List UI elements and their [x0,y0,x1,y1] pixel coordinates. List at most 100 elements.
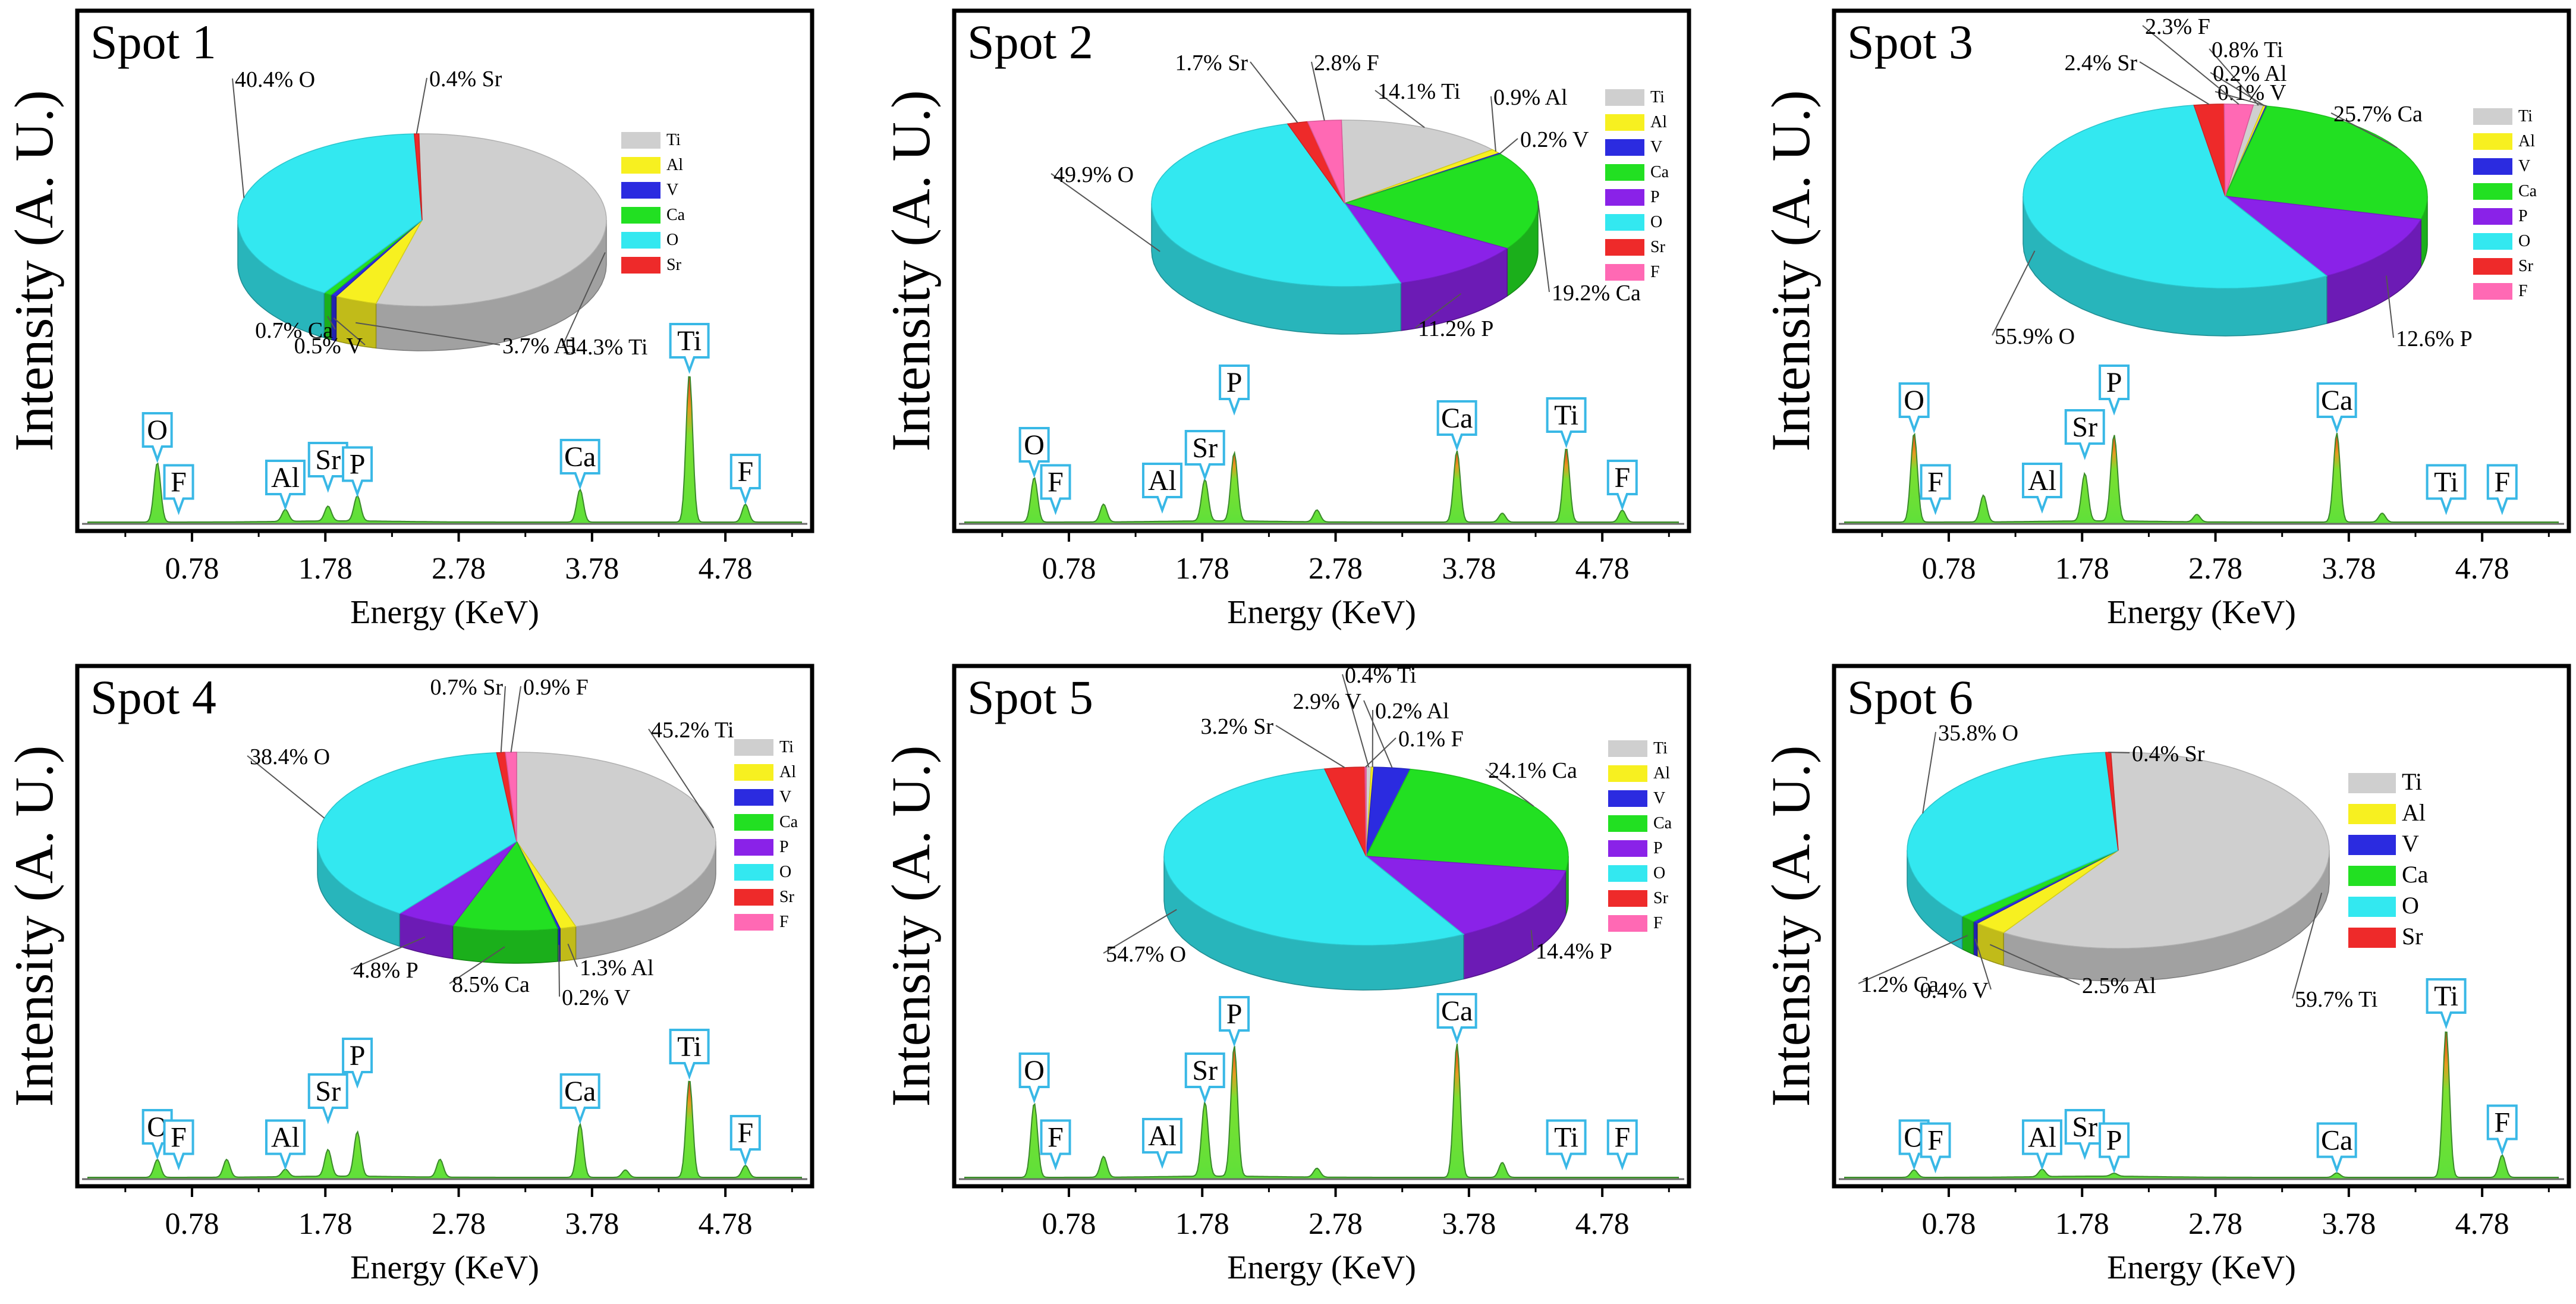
peak-label: Sr [1192,432,1218,464]
legend-label: Sr [1650,238,1666,256]
legend-swatch [1608,915,1647,932]
peak-callout-box [1546,397,1587,448]
spectrum-trace [1844,1031,2559,1180]
peak-label: Ca [2321,1125,2352,1157]
pie-leader-line [648,728,715,829]
spectrum-trace [1844,432,2559,524]
legend-swatch [2473,108,2512,125]
spot-title: Spot 3 [1847,15,1973,69]
x-tick-label: 4.78 [2455,1207,2509,1241]
legend-label: P [2518,207,2528,225]
legend-label: F [1650,263,1660,281]
peak-label: Ca [1441,403,1473,434]
pie-leader-line [1103,909,1177,954]
pie-slice-label: 4.8% P [353,958,419,983]
x-axis-label: Energy (KeV) [2107,1249,2296,1286]
peak-callout-box [1040,464,1071,516]
peak-label: O [1024,1055,1045,1086]
legend-swatch [2473,258,2512,275]
peak-callout-box [1606,1119,1638,1171]
peak-callout-box [2316,1122,2357,1174]
legend-swatch [1608,740,1647,757]
legend-label: Al [1653,764,1670,783]
peak-callout: P [2099,1122,2130,1174]
peak-callout-box [1546,1119,1587,1171]
peak-label: Ca [1441,995,1473,1027]
peak-label: Ti [1554,1122,1578,1154]
legend-label: Sr [2518,257,2534,275]
peak-label: F [2494,1107,2510,1139]
x-tick-label: 4.78 [699,552,753,586]
legend-label: V [666,181,678,199]
legend-swatch [621,207,660,224]
pie-slice-label: 35.8% O [1938,721,2018,746]
x-tick-label: 0.78 [165,552,219,586]
pie-leader-line [510,686,521,753]
peak-callout: F [1040,1119,1071,1171]
x-tick-label: 4.78 [1575,552,1630,586]
pie-slice-label: 54.3% Ti [565,335,647,360]
pie-slice-label: 19.2% Ca [1552,281,1641,306]
peak-callout: F [163,464,194,516]
legend-label: O [779,863,791,881]
legend-label: V [2402,830,2419,857]
pie-leader-line [1974,938,1992,990]
pie-slice [1151,123,1402,287]
peak-callout: F [1606,1119,1638,1171]
x-tick-label: 0.78 [1921,552,1976,586]
pie-leader-line [356,322,501,345]
peak-callout: O [1018,1052,1050,1104]
peak-callout-box [559,439,600,490]
x-tick-label: 1.78 [2055,552,2109,586]
peak-callout-box [2486,1104,2518,1156]
peak-callout-box [1920,1122,1951,1174]
legend-swatch [2473,133,2512,150]
peak-label: Al [2028,1122,2056,1154]
legend-swatch [734,889,773,906]
pie-leader-line [247,755,325,819]
peak-callout-box [1606,460,1638,511]
legend-label: O [2402,892,2419,919]
legend-swatch [2473,233,2512,250]
legend-label: P [1650,188,1660,206]
peak-label: F [2494,467,2510,498]
spot-panel: Intensity (A. U.) Energy (KeV) Spot 3 0.78 1… [1760,8,2571,631]
pie-slice [1907,752,2119,917]
x-tick-label: 4.78 [1575,1207,1630,1241]
x-tick-label: 4.78 [2455,552,2509,586]
pie-slice [398,841,517,926]
peak-callout-box [1219,996,1250,1047]
peak-label: F [171,467,187,498]
x-tick-label: 3.78 [2322,1207,2376,1241]
pie-leader-line [1250,61,1298,123]
legend-label: Ca [1653,814,1672,832]
peak-label: P [1226,367,1243,398]
legend-swatch [2473,283,2512,300]
pie-slice-label: 40.4% O [235,67,315,92]
peak-callout: F [1920,1122,1951,1174]
peak-label: P [350,449,366,480]
peak-callout: Al [265,1119,306,1171]
peak-label: Al [271,1122,300,1154]
peak-label: Ca [2321,385,2352,416]
peak-label: Ca [564,441,596,473]
pie-leader-line [2209,48,2259,106]
pie-leader-line [2215,91,2267,107]
pie-legend: Ti Al V Ca PO Sr F [1608,739,1672,932]
legend-label: V [2518,157,2530,175]
pie-slice [505,752,517,842]
spot-panel: Intensity (A. U.) Energy (KeV) Spot 2 0.78 1… [880,8,1691,631]
spot-title: Spot 1 [90,15,216,69]
peak-callout: F [2486,1104,2518,1156]
pie-slice-label: 12.6% P [2396,326,2473,351]
pie-legend: Ti Al V Ca PO Sr F [1605,88,1669,281]
peak-callout: Ti [2426,978,2467,1029]
legend-label: Sr [2402,923,2423,950]
x-tick-label: 3.78 [565,552,619,586]
pie-slice-label: 0.7% Sr [430,675,504,700]
pie-leader-line [500,686,506,753]
peak-label: Ti [677,1031,702,1063]
peak-callout: Ti [1546,1119,1587,1171]
legend-label: Al [1650,113,1667,131]
peak-callout: P [342,446,373,498]
